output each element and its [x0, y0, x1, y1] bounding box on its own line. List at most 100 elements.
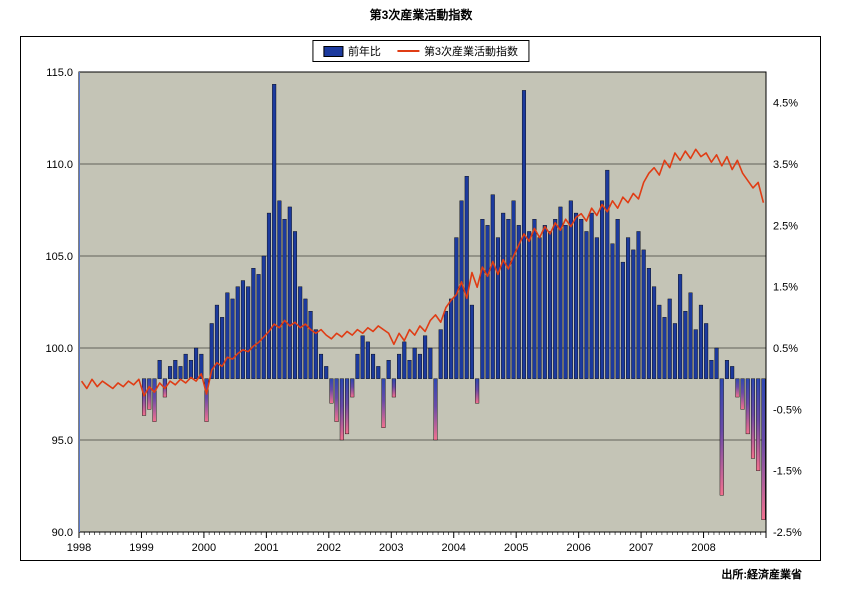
yoy-bar	[724, 360, 729, 379]
right-axis-tick-label: 4.5%	[773, 98, 798, 110]
yoy-bar	[719, 378, 724, 496]
x-axis-year-label: 2001	[254, 542, 278, 554]
legend-item-line: 第3次産業活動指数	[396, 43, 518, 59]
x-axis-year-label: 1998	[67, 542, 91, 554]
yoy-bar	[511, 200, 516, 379]
yoy-bar	[579, 218, 584, 379]
x-axis-year-label: 2000	[192, 542, 216, 554]
yoy-bar	[204, 378, 209, 422]
page-title: 第3次産業活動指数	[369, 8, 473, 22]
yoy-bar	[641, 249, 646, 379]
yoy-bar	[740, 378, 745, 410]
yoy-bar	[407, 360, 412, 379]
index-line	[80, 148, 765, 397]
source-note: 出所:経済産業省	[721, 569, 802, 581]
x-axis-year-label: 2002	[317, 542, 341, 554]
yoy-bar	[220, 317, 225, 379]
yoy-bar	[433, 378, 438, 441]
yoy-bar	[709, 360, 714, 379]
yoy-bar	[537, 237, 542, 379]
yoy-bar	[761, 378, 766, 520]
yoy-bar	[553, 218, 558, 379]
yoy-bar	[600, 200, 605, 379]
yoy-bar	[318, 353, 324, 379]
yoy-bar	[313, 329, 318, 379]
yoy-bar	[443, 311, 448, 379]
yoy-bar	[646, 268, 651, 379]
yoy-bar	[730, 366, 735, 379]
yoy-bar	[199, 353, 204, 379]
yoy-bar	[527, 231, 532, 379]
x-axis-year-label: 2006	[566, 542, 590, 554]
yoy-bar	[605, 169, 610, 379]
yoy-bar	[620, 261, 625, 379]
yoy-bar	[542, 225, 547, 379]
yoy-bar	[667, 298, 672, 379]
yoy-bar	[157, 360, 162, 379]
yoy-bar	[558, 206, 563, 379]
left-axis-tick-label: 110.0	[46, 159, 73, 171]
yoy-bar	[371, 353, 376, 379]
yoy-bar	[397, 353, 402, 379]
yoy-bar	[251, 268, 256, 379]
yoy-bar	[662, 317, 667, 379]
yoy-bar	[277, 200, 282, 379]
right-axis-tick-label: -2.5%	[773, 527, 802, 539]
yoy-bar	[173, 360, 178, 379]
yoy-bar	[532, 218, 537, 379]
bar-series-label: 前年比	[347, 46, 381, 58]
yoy-bar	[495, 237, 500, 379]
yoy-bar	[438, 329, 443, 379]
x-axis-year-label: 2005	[504, 542, 528, 554]
x-axis-year-label: 1999	[129, 542, 153, 554]
x-axis-year-label: 2007	[629, 542, 653, 554]
left-axis-tick-label: 115.0	[46, 67, 73, 79]
yoy-bar	[334, 378, 339, 422]
yoy-bar	[308, 311, 313, 379]
legend-item-bar: 前年比	[322, 43, 381, 59]
yoy-bar	[610, 243, 615, 379]
yoy-bar	[756, 378, 761, 471]
yoy-bar	[339, 378, 344, 441]
yoy-bar	[693, 329, 698, 379]
yoy-bar	[568, 200, 573, 379]
yoy-bar	[178, 366, 183, 379]
yoy-bar	[750, 378, 756, 459]
yoy-bar	[142, 378, 147, 416]
right-axis-tick-label: -1.5%	[773, 466, 802, 478]
yoy-bar	[506, 218, 511, 379]
yoy-bar	[292, 231, 298, 379]
yoy-bar	[428, 347, 433, 379]
yoy-bar	[469, 304, 474, 379]
yoy-bar	[272, 84, 277, 379]
yoy-bar	[417, 353, 422, 379]
right-axis-tick-label: 1.5%	[773, 282, 798, 294]
right-axis-tick-label: 3.5%	[773, 159, 798, 171]
yoy-bar	[183, 353, 188, 379]
yoy-bar	[386, 360, 391, 379]
plot-background	[78, 71, 767, 533]
yoy-bar	[584, 231, 589, 379]
x-axis-year-label: 2003	[379, 542, 403, 554]
yoy-bar	[449, 298, 454, 379]
yoy-bar	[636, 231, 641, 379]
right-axis-tick-label: 2.5%	[773, 220, 798, 232]
left-axis-tick-label: 100.0	[45, 343, 73, 355]
yoy-bar	[261, 255, 266, 379]
yoy-bar	[402, 341, 407, 379]
yoy-bar	[329, 378, 334, 404]
yoy-bar	[376, 366, 381, 379]
yoy-bar	[350, 378, 355, 398]
yoy-bar	[547, 231, 553, 379]
yoy-bar	[324, 366, 329, 379]
left-axis-tick-label: 95.0	[52, 435, 73, 447]
yoy-bar	[672, 323, 677, 379]
x-axis-year-label: 2004	[441, 542, 465, 554]
yoy-bar	[735, 378, 740, 398]
left-axis-tick-label: 105.0	[45, 251, 73, 263]
yoy-bar	[345, 378, 350, 435]
yoy-bar	[631, 249, 636, 379]
yoy-bar	[698, 304, 703, 379]
yoy-bar	[360, 335, 365, 379]
